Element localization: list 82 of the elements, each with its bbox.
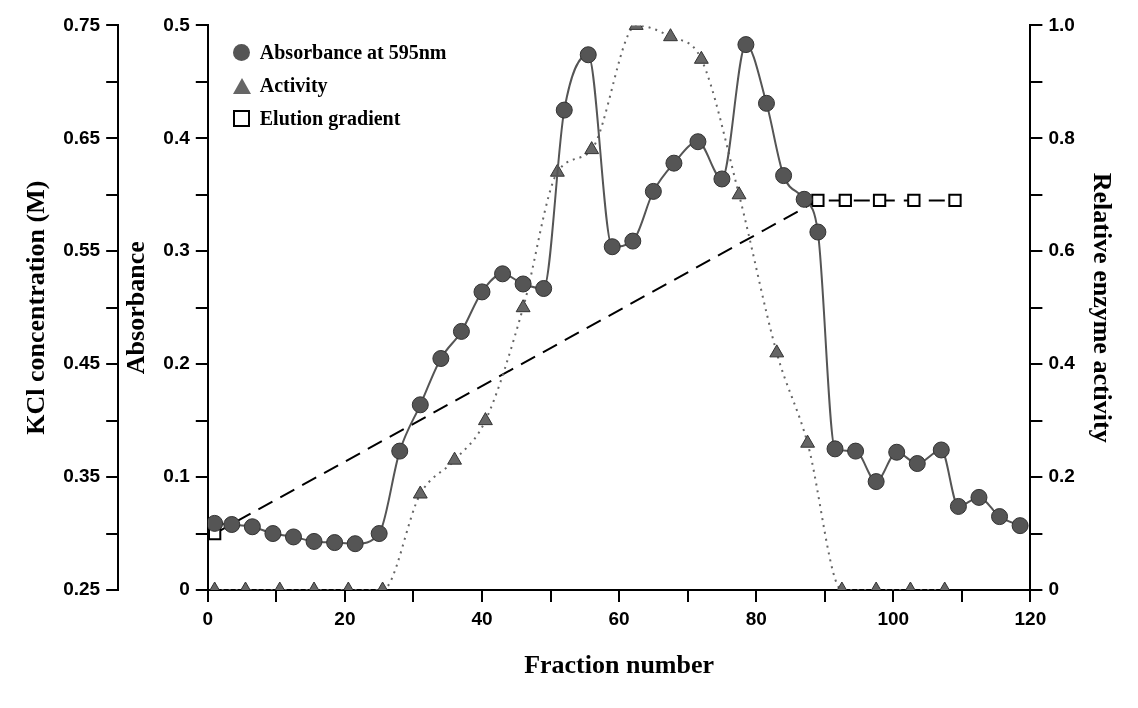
y3-tick-label: 0.65	[63, 126, 101, 148]
point	[326, 534, 344, 552]
y-tick-label: 0.2	[163, 352, 190, 374]
point	[775, 167, 793, 185]
point	[644, 182, 662, 200]
point	[769, 344, 785, 358]
x-tick-label: 120	[1014, 607, 1047, 629]
point	[305, 532, 323, 550]
point	[663, 28, 678, 42]
y2-tick-label: 0	[1048, 578, 1059, 600]
y2-tick-label: 0.4	[1048, 352, 1076, 374]
point	[264, 525, 282, 543]
point	[584, 141, 600, 155]
y3-tick-label: 0.55	[63, 239, 101, 261]
x-tick-label: 0	[202, 607, 214, 629]
legend-label: Absorbance at 595nm	[259, 41, 447, 65]
point	[473, 283, 491, 301]
point	[452, 322, 470, 340]
legend-label: Elution gradient	[259, 107, 401, 131]
point	[867, 473, 885, 491]
point	[795, 190, 813, 208]
point	[888, 443, 906, 461]
y-axis-title: Absorbance	[121, 241, 151, 375]
y3-axis-title: KCl concentration (M)	[21, 180, 51, 435]
point	[949, 497, 967, 515]
point	[665, 154, 683, 172]
point	[411, 396, 429, 414]
point	[991, 508, 1009, 526]
y3-tick-label: 0.75	[63, 13, 101, 35]
y3-tick-label: 0.25	[63, 578, 101, 600]
x-tick-label: 40	[471, 607, 493, 629]
y2-tick-label: 0.6	[1048, 239, 1075, 261]
point	[494, 265, 512, 283]
y3-tick-label: 0.35	[63, 465, 101, 487]
point	[737, 36, 755, 54]
y2-axis-title: Relative enzyme activity	[1087, 172, 1117, 443]
x-tick-label: 20	[334, 607, 356, 629]
point	[970, 488, 988, 506]
y3-tick-label: 0.45	[63, 352, 101, 374]
point	[447, 451, 462, 465]
point	[809, 223, 827, 241]
point	[826, 440, 844, 458]
legend-label: Activity	[259, 74, 328, 98]
point	[346, 535, 364, 553]
y-tick-label: 0.1	[163, 465, 191, 487]
point	[243, 518, 261, 536]
point	[624, 232, 642, 250]
point	[391, 442, 409, 460]
point	[1011, 517, 1029, 535]
x-tick-label: 80	[745, 607, 767, 629]
point	[800, 434, 816, 448]
y2-tick-label: 0.8	[1048, 126, 1075, 148]
point	[908, 455, 926, 473]
point	[207, 514, 224, 532]
point	[477, 412, 493, 426]
point	[412, 485, 428, 499]
point	[603, 238, 621, 256]
point	[693, 50, 709, 64]
point	[757, 94, 775, 112]
point	[370, 525, 388, 543]
y-tick-label: 0	[179, 578, 190, 600]
x-tick-label: 100	[877, 607, 910, 629]
point	[555, 101, 573, 119]
point	[713, 170, 731, 188]
y2-tick-label: 1.0	[1048, 13, 1075, 35]
point	[579, 46, 597, 64]
point	[932, 441, 950, 459]
point	[432, 350, 450, 368]
point	[514, 275, 532, 293]
point	[284, 528, 302, 546]
point	[223, 516, 241, 534]
point	[847, 442, 865, 460]
point	[535, 280, 553, 297]
x-axis-title: Fraction number	[524, 650, 715, 680]
y-tick-label: 0.3	[163, 239, 190, 261]
y-tick-label: 0.4	[163, 126, 191, 148]
point	[689, 133, 707, 151]
point	[731, 186, 747, 200]
x-tick-label: 60	[608, 607, 630, 629]
y-tick-label: 0.5	[163, 13, 191, 35]
point	[515, 299, 531, 313]
y2-tick-label: 0.2	[1048, 465, 1075, 487]
